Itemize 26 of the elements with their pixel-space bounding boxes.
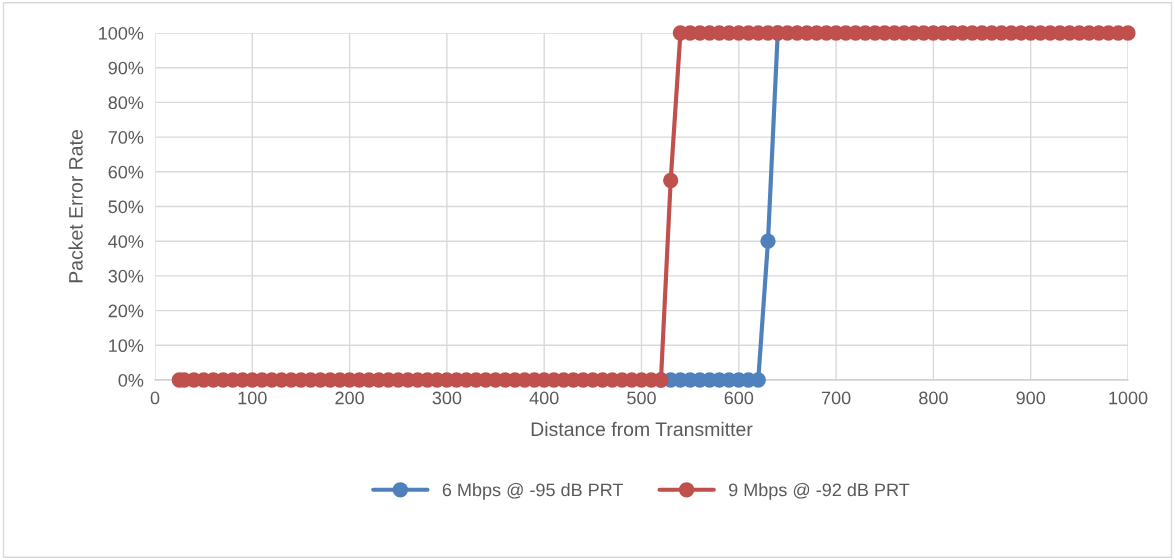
x-tick-label: 800: [919, 391, 948, 405]
x-tick-label: 600: [724, 391, 754, 405]
y-tick-label: 30%: [108, 269, 144, 283]
x-tick-label: 1000: [1109, 391, 1148, 405]
y-tick-label: 40%: [108, 235, 144, 248]
x-tick-label: 200: [335, 391, 364, 405]
x-tick-label: 700: [821, 391, 851, 405]
y-tick-label: 80%: [108, 96, 144, 110]
y-tick-label: 20%: [108, 304, 144, 318]
x-tick-label: 300: [432, 391, 462, 405]
x-tick-label: 500: [627, 391, 656, 405]
x-tick-label: 100: [238, 391, 267, 405]
y-tick-label: 100%: [99, 26, 144, 40]
x-tick-label: 0: [150, 391, 160, 405]
x-tick-label: 400: [529, 391, 559, 405]
y-tick-label: 90%: [108, 61, 144, 75]
y-tick-label: 70%: [108, 131, 144, 144]
y-tick-label: 50%: [108, 200, 144, 214]
x-axis-title: Distance from Transmitter: [531, 421, 753, 437]
y-axis-title: Packet Error Rate: [68, 130, 83, 283]
x-tick-label: 900: [1016, 391, 1046, 405]
y-tick-label: 10%: [109, 339, 144, 353]
y-tick-label: 0%: [118, 373, 144, 387]
legend-label: 6 Mbps @ -95 dB PRT: [442, 483, 624, 500]
y-tick-label: 60%: [108, 165, 144, 179]
legend-label: 9 Mbps @ -92 dB PRT: [729, 483, 910, 500]
